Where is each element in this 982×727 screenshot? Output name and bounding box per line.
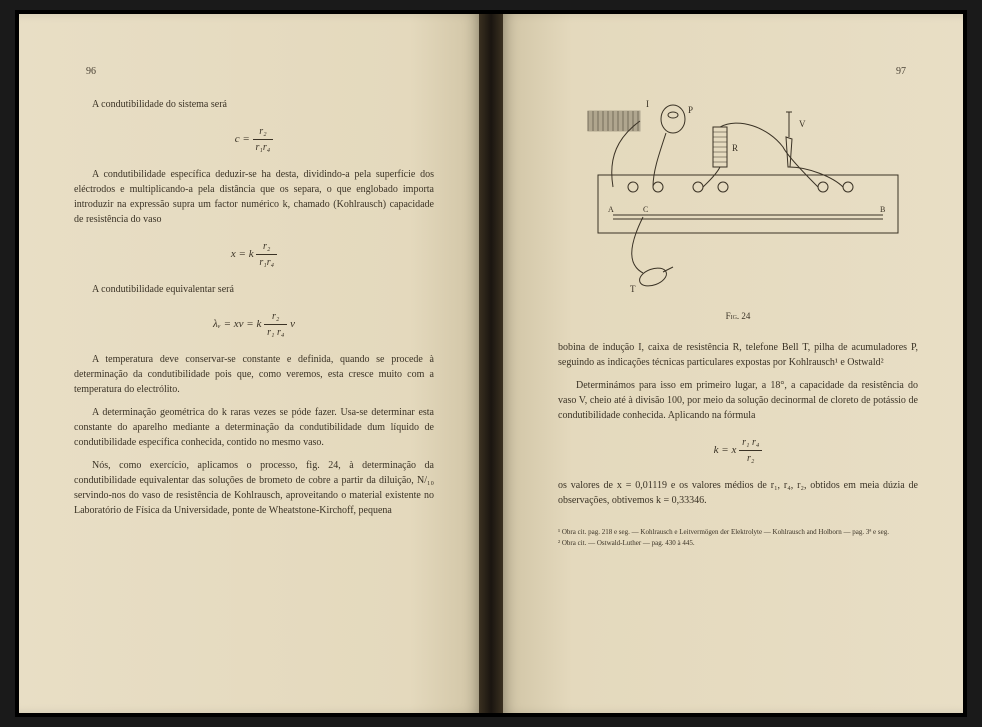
label-B: B [880,205,885,214]
formula-l2: x = k r₂ r₁r₄ [74,239,434,270]
formula-r1: k = x r₁ r₄ r₂ [558,435,918,466]
label-R: R [732,143,738,153]
fr1-den: r₂ [739,451,762,466]
figure-24-diagram: I P R V A C B [558,97,918,297]
figure-caption: Fig. 24 [558,310,918,324]
fr1-num: r₁ r₄ [739,435,762,451]
f2-frac: r₂ r₁r₄ [256,239,277,270]
label-V: V [799,119,806,129]
formula-l3: λᵥ = xv = k r₂ r₁ r₄ v [74,309,434,340]
left-page: 96 A condutibilidade do sistema será c =… [19,14,479,713]
f3-num: r₂ [264,309,287,325]
f1-num: r₂ [253,124,274,140]
f1-frac: r₂ r₁r₄ [253,124,274,155]
para-l1: A condutibilidade do sistema será [74,97,434,112]
para-l2: A condutibilidade específica deduzir-se … [74,167,434,227]
label-A: A [608,205,614,214]
para-l6: Nós, como exercício, aplicamos o process… [74,458,434,518]
f2-den: r₁r₄ [256,255,277,270]
para-l3: A condutibilidade equivalentar será [74,282,434,297]
para-r3: os valores de x = 0,01119 e os valores m… [558,478,918,508]
f2-num: r₂ [256,239,277,255]
f3-den: r₁ r₄ [264,325,287,340]
f1-lhs: c = [235,133,250,145]
formula-l1: c = r₂ r₁r₄ [74,124,434,155]
label-I: I [646,99,649,109]
book-spine [479,14,503,713]
label-C: C [643,205,648,214]
para-r1: bobina de indução I, caixa de resistênci… [558,340,918,370]
label-T: T [630,284,636,294]
f3-frac: r₂ r₁ r₄ [264,309,287,340]
f2-lhs: x = k [231,248,254,260]
label-P: P [688,105,693,115]
page-number-right: 97 [558,64,918,79]
fr1-lhs: k = x [714,444,737,456]
book-frame: 96 A condutibilidade do sistema será c =… [15,10,967,717]
fr1-frac: r₁ r₄ r₂ [739,435,762,466]
para-l4: A temperatura deve conservar-se constant… [74,352,434,397]
page-number-left: 96 [74,64,434,79]
f3-rhs: v [290,318,295,330]
f3-lhs: λᵥ = xv = k [213,318,261,330]
footnote-1: ¹ Obra cit. pag. 218 e seg. — Kohlrausch… [558,528,918,537]
right-page: 97 I P R V A C B [503,14,963,713]
para-r2: Determinámos para isso em primeiro lugar… [558,378,918,423]
footnote-2: ² Obra cit. — Ostwald-Luther — pag. 430 … [558,539,918,548]
para-l5: A determinação geométrica do k raras vez… [74,405,434,450]
f1-den: r₁r₄ [253,140,274,155]
